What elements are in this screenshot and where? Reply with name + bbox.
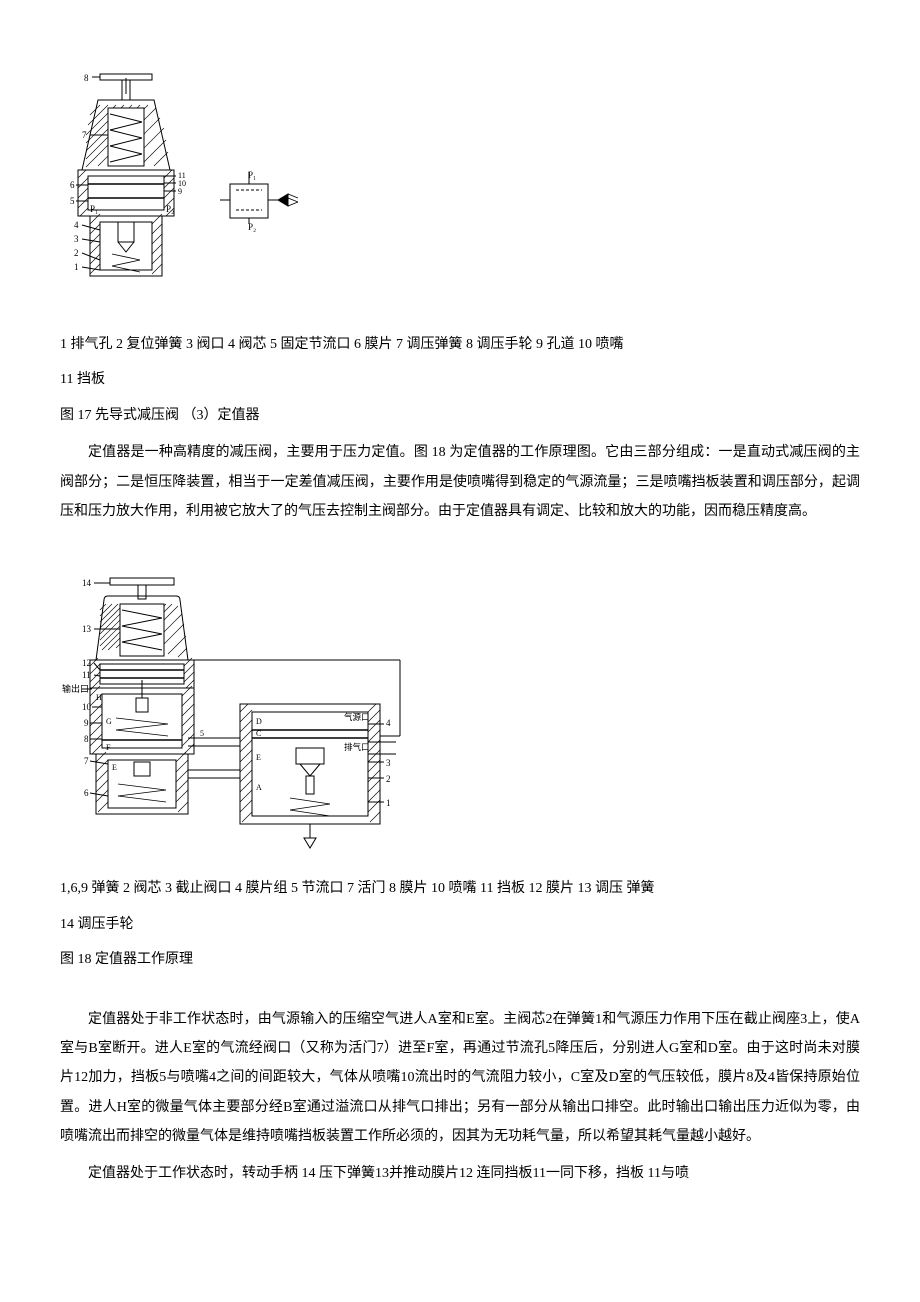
svg-text:8: 8 [84,734,89,744]
svg-text:2: 2 [386,774,391,784]
figure-17: 8 7 [60,70,860,310]
svg-text:E: E [256,753,261,762]
gap-2 [60,981,860,997]
svg-text:G: G [106,717,112,726]
svg-text:9: 9 [178,187,182,196]
svg-text:4: 4 [74,220,79,230]
figure-18-legend: 1,6,9 弹簧 2 阀芯 3 截止阀口 4 膜片组 5 节流口 7 活门 8 … [60,874,860,903]
gap-1 [60,534,860,564]
figure-17-caption: 图 17 先导式减压阀 （3）定值器 [60,401,860,430]
paragraph-2: 定值器处于非工作状态时，由气源输入的压缩空气进人A室和E室。主阀芯2在弹簧1和气… [60,1005,860,1152]
figure-17-legend-tail: 11 挡板 [60,365,860,394]
svg-text:3: 3 [386,758,391,768]
svg-text:排气口: 排气口 [344,742,370,752]
svg-text:D: D [256,717,262,726]
svg-text:气源口: 气源口 [344,712,370,722]
figure-18: 14 13 [60,574,860,854]
svg-text:1: 1 [74,262,79,272]
svg-text:4: 4 [386,718,391,728]
svg-text:10: 10 [82,702,92,712]
svg-text:14: 14 [82,578,92,588]
svg-text:8: 8 [84,73,89,83]
svg-text:11: 11 [82,670,91,680]
svg-text:P₁: P₁ [90,204,98,214]
svg-text:5: 5 [70,196,75,206]
svg-text:A: A [256,783,262,792]
figure-17-svg: 8 7 [60,70,320,310]
figure-18-caption: 图 18 定值器工作原理 [60,945,860,974]
svg-text:9: 9 [84,718,89,728]
svg-text:12: 12 [82,658,91,668]
paragraph-3: 定值器处于工作状态时，转动手柄 14 压下弹簧13并推动膜片12 连同挡板11一… [60,1159,860,1188]
svg-text:H: H [96,693,102,702]
svg-text:E: E [112,763,117,772]
paragraph-1: 定值器是一种高精度的减压阀，主要用于压力定值。图 18 为定值器的工作原理图。它… [60,438,860,526]
figure-17-legend: 1 排气孔 2 复位弹簧 3 阀口 4 阀芯 5 固定节流口 6 膜片 7 调压… [60,330,860,359]
svg-text:C: C [256,729,261,738]
figure-18-svg: 14 13 [60,574,420,854]
svg-text:P₂: P₂ [166,204,174,214]
svg-text:2: 2 [74,248,79,258]
figure-18-legend-tail: 14 调压手轮 [60,910,860,939]
svg-text:7: 7 [84,756,89,766]
svg-text:6: 6 [70,180,75,190]
svg-text:1: 1 [386,798,391,808]
svg-text:3: 3 [74,234,79,244]
svg-text:5: 5 [200,729,204,738]
svg-text:7: 7 [82,130,87,140]
svg-text:6: 6 [84,788,89,798]
svg-text:13: 13 [82,624,92,634]
svg-text:F: F [106,743,111,752]
